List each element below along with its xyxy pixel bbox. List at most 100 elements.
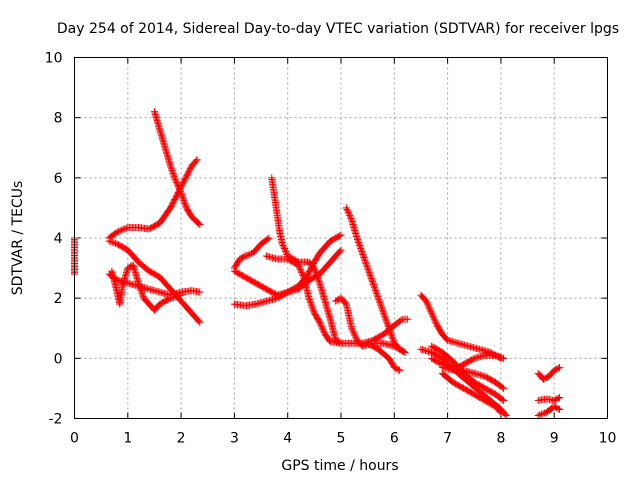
data-point-marker [554,364,562,372]
data-point-marker [376,299,384,307]
data-point-marker [317,321,325,329]
data-point-marker [372,287,380,295]
data-point-marker [362,260,370,268]
data-point-marker [425,303,433,311]
x-tick-label: 8 [496,431,505,447]
data-point-marker [362,258,370,266]
data-point-marker [298,269,306,277]
data-point-marker [110,239,118,247]
series-track-12 [342,204,409,356]
series-track-20 [438,369,505,416]
data-point-marker [176,186,184,194]
data-point-marker [380,309,388,317]
data-point-marker [358,249,366,257]
data-point-marker [314,273,322,281]
data-point-marker [356,242,364,250]
data-point-marker [192,157,200,165]
data-point-marker [371,285,379,293]
data-point-marker [319,326,327,334]
data-point-marker [280,245,288,253]
x-tick-label: 9 [550,431,559,447]
data-point-marker [307,299,315,307]
data-point-marker [384,323,392,331]
data-point-marker [308,303,316,311]
series-track-23 [534,402,564,419]
x-tick-label: 1 [123,431,132,447]
data-point-marker [278,240,286,248]
data-point-marker [424,302,432,310]
data-point-marker [369,279,377,287]
series-track-4 [105,237,204,326]
data-point-marker [397,316,405,324]
data-point-marker [493,352,501,360]
y-tick-label: 8 [54,111,63,127]
data-point-marker [112,239,120,247]
data-point-marker [138,290,146,298]
data-point-marker [282,249,290,257]
data-point-marker [379,308,387,316]
data-point-marker [495,353,503,361]
data-point-marker [170,172,178,180]
data-point-marker [496,407,504,415]
data-point-marker [309,305,317,313]
x-tick-label: 10 [599,431,617,447]
data-point-marker [363,263,371,271]
data-point-marker [346,211,354,219]
data-point-marker [195,317,203,325]
data-point-marker [365,269,373,277]
data-point-marker [306,297,314,305]
data-point-marker [497,408,505,416]
data-point-marker [115,227,123,235]
x-tick-label: 4 [283,431,292,447]
data-point-marker [113,228,121,236]
data-point-marker [351,332,359,340]
data-point-marker [426,305,434,313]
y-tick-label: 2 [54,291,63,307]
data-point-marker [378,305,386,313]
data-point-marker [279,242,287,250]
data-point-marker [169,168,177,176]
data-point-marker [357,245,365,253]
data-point-marker [365,267,373,275]
data-point-marker [556,405,564,413]
data-point-marker [316,320,324,328]
series-track-7 [230,234,273,272]
data-point-marker [536,411,544,419]
data-point-marker [350,329,358,337]
data-point-marker [119,225,127,233]
data-point-marker [337,246,345,254]
y-tick-label: -2 [49,412,63,428]
x-axis-ticks: 0 1 2 3 4 5 6 7 8 9 10 [70,57,617,447]
data-point-marker [122,224,130,232]
data-point-marker [171,174,179,182]
data-point-marker [361,257,369,265]
data-point-marker [315,276,323,284]
data-point-marker [382,317,390,325]
data-point-marker [281,246,289,254]
data-point-marker [502,411,510,419]
data-point-marker [174,181,182,189]
data-point-marker [306,296,314,304]
data-point-marker [424,300,432,308]
data-point-marker [556,363,564,371]
data-point-marker [492,351,500,359]
data-point-marker [178,192,186,200]
data-point-marker [314,275,322,283]
data-point-marker [139,291,147,299]
data-point-marker [373,291,381,299]
data-point-marker [379,306,387,314]
data-point-marker [346,213,354,221]
data-point-marker [373,290,381,298]
data-point-marker [539,410,547,418]
data-point-marker [349,327,357,335]
data-point-marker [296,264,304,272]
data-point-marker [166,162,174,170]
data-point-marker [378,303,386,311]
data-point-marker [355,239,363,247]
data-point-marker [367,273,375,281]
data-point-marker [177,189,185,197]
data-point-marker [135,281,143,289]
data-point-marker [299,272,307,280]
data-point-marker [554,394,562,402]
data-point-marker [307,300,315,308]
